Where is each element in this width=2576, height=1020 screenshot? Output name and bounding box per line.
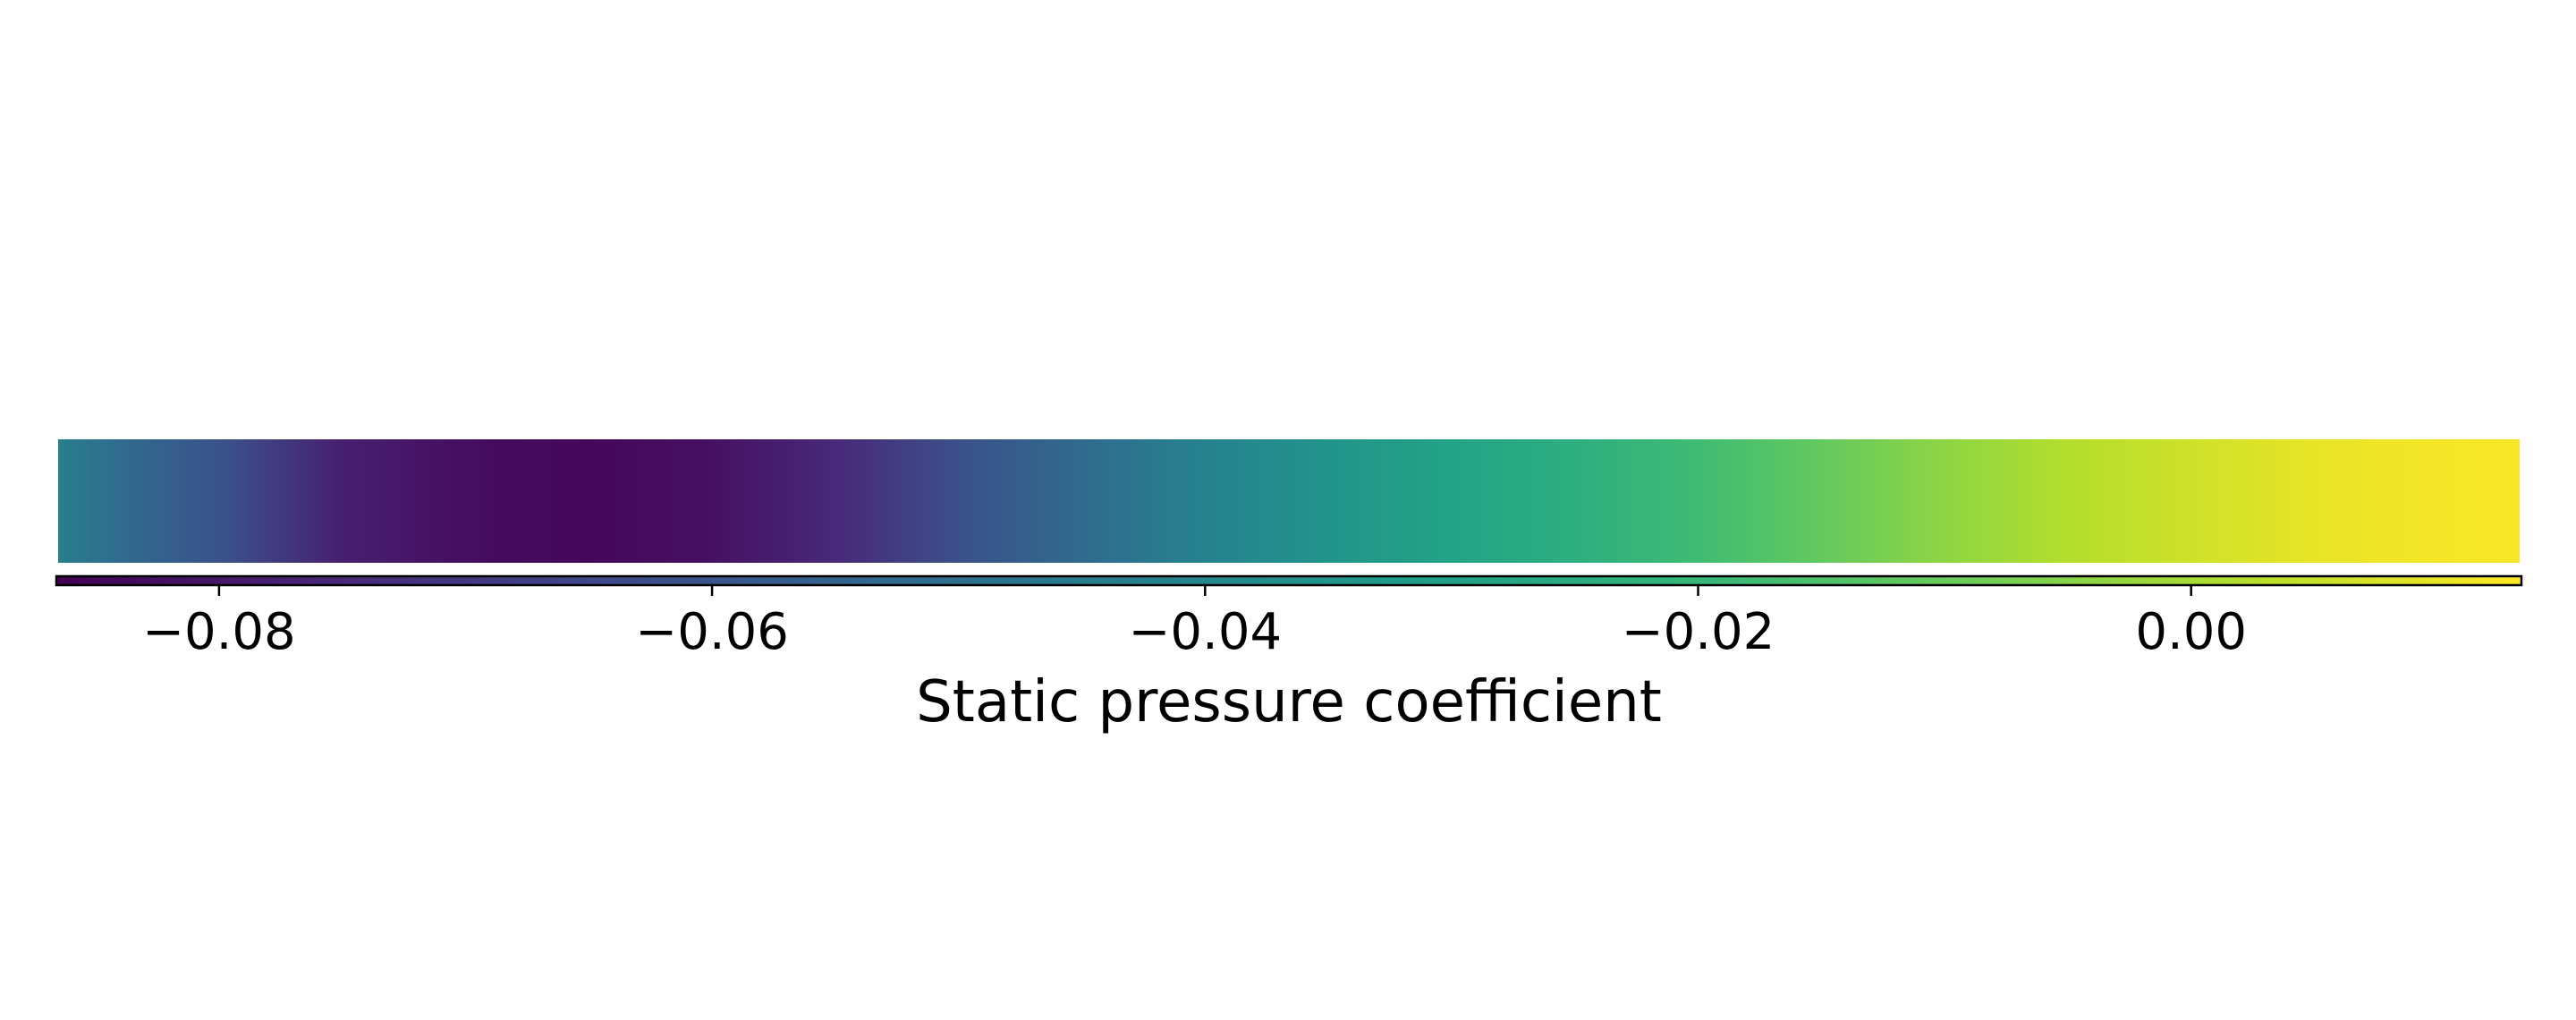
colorbar-tick-label: −0.06 <box>635 603 789 661</box>
colorbar-tick-label: −0.04 <box>1128 603 1282 661</box>
pressure-strip-heatmap <box>58 439 2520 563</box>
colorbar-label: Static pressure coefficient <box>916 669 1662 735</box>
colorbar-tick-label: −0.08 <box>142 603 296 661</box>
colorbar-tick-label: 0.00 <box>2135 603 2247 661</box>
colorbar <box>55 574 2523 587</box>
colorbar-tick-label: −0.02 <box>1622 603 1775 661</box>
colorbar-ticks: −0.08 −0.06 −0.04 −0.02 0.00 <box>142 585 2247 661</box>
